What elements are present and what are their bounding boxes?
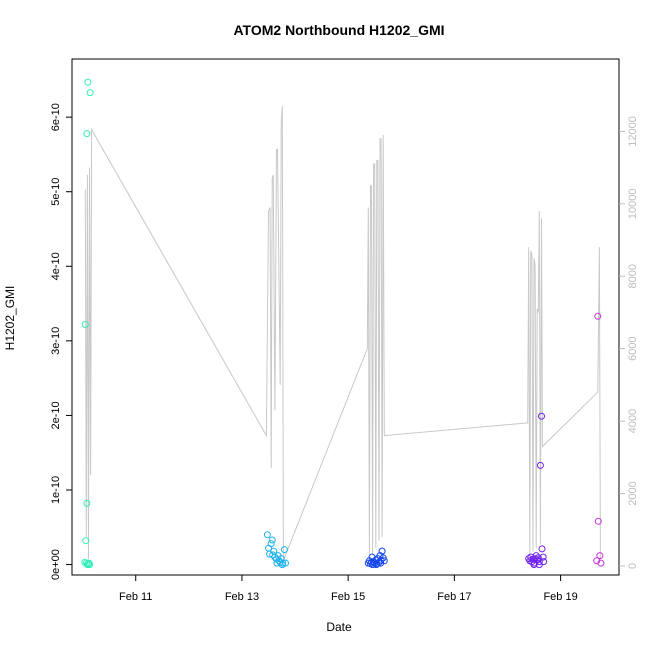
- data-point: [86, 89, 94, 97]
- data-point: [377, 559, 385, 567]
- data-point: [82, 537, 90, 545]
- series-3: [364, 547, 388, 569]
- data-point: [282, 559, 289, 567]
- x-tick-label: Feb 13: [225, 591, 259, 603]
- x-tick-label: Feb 15: [331, 591, 365, 603]
- data-point: [278, 561, 286, 569]
- data-point: [83, 499, 91, 507]
- data-point: [267, 540, 275, 548]
- y2-axis: 0 2000 4000 6000 8000 10000 12000: [619, 116, 639, 569]
- data-point: [268, 536, 276, 544]
- y-tick-label: 1e-10: [50, 476, 62, 504]
- data-point: [534, 554, 542, 562]
- y2-tick-label: 2000: [627, 481, 639, 505]
- y-axis-label: H1202_GMI: [3, 286, 17, 351]
- data-point: [83, 130, 91, 138]
- points-layer: [81, 78, 605, 569]
- data-point: [377, 556, 385, 564]
- y-axis: 0e+00 1e-10 2e-10 3e-10 4e-10 5e-10 6e-10: [50, 103, 72, 580]
- y2-tick-label: 0: [627, 563, 639, 569]
- data-point: [85, 559, 93, 567]
- plot-frame: [71, 58, 620, 576]
- x-tick-label: Feb 11: [119, 591, 152, 603]
- data-point: [596, 552, 604, 560]
- x-axis-label: Date: [326, 620, 352, 634]
- data-point: [532, 552, 540, 560]
- data-point: [597, 559, 605, 567]
- data-point: [81, 321, 89, 328]
- data-point: [538, 545, 546, 553]
- y-tick-label: 2e-10: [50, 401, 62, 429]
- data-point: [538, 412, 545, 420]
- data-point: [539, 553, 547, 561]
- data-point: [269, 551, 277, 559]
- y2-tick-label: 12000: [627, 116, 639, 147]
- data-point: [378, 547, 386, 555]
- y-tick-label: 6e-10: [50, 103, 62, 131]
- secondary-series-line: [84, 106, 601, 561]
- data-point: [535, 558, 543, 566]
- data-point: [535, 561, 543, 569]
- data-point: [84, 78, 92, 86]
- data-point: [593, 557, 601, 565]
- data-point: [594, 312, 602, 320]
- series-1: [81, 78, 94, 569]
- data-point: [271, 553, 279, 561]
- data-point: [530, 561, 538, 569]
- data-point: [372, 561, 380, 569]
- data-point: [594, 517, 602, 525]
- data-point: [263, 531, 271, 539]
- data-point: [368, 553, 376, 561]
- data-point: [380, 557, 388, 565]
- data-point: [83, 561, 91, 569]
- secondary-line-layer: [84, 106, 601, 561]
- y-tick-label: 0e+00: [50, 549, 62, 580]
- data-point: [280, 546, 288, 554]
- series-4: [525, 412, 548, 569]
- y2-tick-label: 8000: [627, 264, 639, 288]
- y-tick-label: 4e-10: [50, 252, 62, 280]
- y2-tick-label: 4000: [627, 409, 639, 433]
- chart-title: ATOM2 Northbound H1202_GMI: [233, 22, 444, 38]
- data-point: [536, 461, 544, 469]
- y-tick-label: 3e-10: [50, 327, 62, 355]
- series-2: [263, 531, 289, 569]
- x-axis: Feb 11 Feb 13 Feb 15 Feb 17 Feb 19: [119, 575, 578, 603]
- data-point: [540, 558, 548, 566]
- y2-tick-label: 10000: [627, 189, 639, 220]
- x-tick-label: Feb 19: [543, 591, 577, 603]
- y2-tick-label: 6000: [627, 336, 639, 360]
- x-tick-label: Feb 17: [437, 591, 471, 603]
- series-5: [593, 312, 605, 567]
- y-tick-label: 5e-10: [50, 178, 62, 206]
- data-point: [369, 561, 377, 569]
